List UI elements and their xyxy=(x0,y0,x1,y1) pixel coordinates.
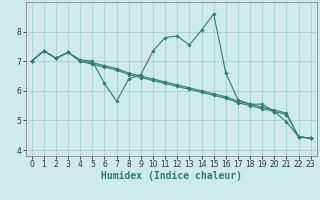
X-axis label: Humidex (Indice chaleur): Humidex (Indice chaleur) xyxy=(101,171,242,181)
